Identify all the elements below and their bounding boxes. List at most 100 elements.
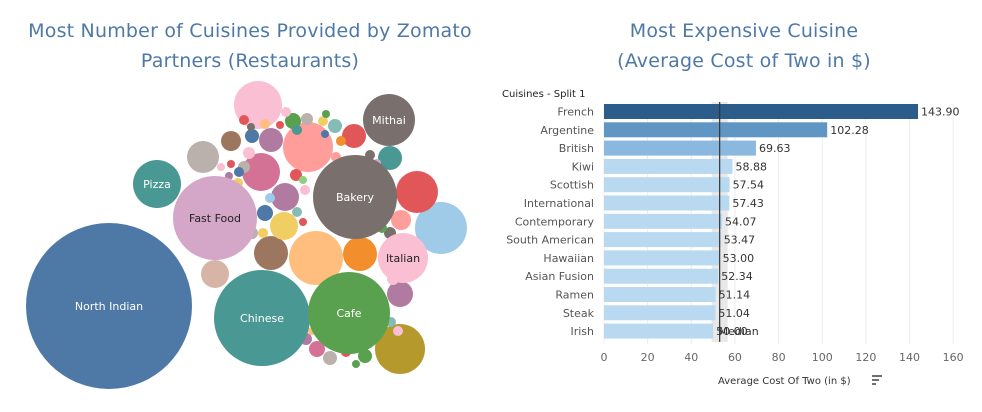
bubble-small-42 <box>292 207 302 217</box>
bar-international <box>604 195 730 211</box>
bubble-small-6 <box>242 153 280 191</box>
bubble-small-14 <box>342 124 366 148</box>
bubble-small-21 <box>257 205 273 221</box>
bubble-small-23 <box>323 351 337 365</box>
bubble-small-1 <box>415 202 467 254</box>
bubble-small-60 <box>276 121 284 129</box>
median-label: Median <box>719 325 759 338</box>
bubble-label-north-indian: North Indian <box>75 300 143 313</box>
bubble-small-58 <box>301 113 313 125</box>
bar-argentine <box>604 122 828 138</box>
value-label: 58.88 <box>735 160 767 173</box>
category-label: Scottish <box>550 179 594 192</box>
bubble-small-40 <box>290 169 302 181</box>
bubble-label-bakery: Bakery <box>336 191 375 204</box>
bar-chart-title: Most Expensive Cuisine (Average Cost of … <box>560 16 928 76</box>
x-tick-label: 120 <box>855 351 876 364</box>
bubble-small-9 <box>187 141 219 173</box>
bubble-small-22 <box>309 341 325 357</box>
bubble-small-11 <box>271 183 299 211</box>
bubble-small-41 <box>300 185 310 195</box>
bubble-small-45 <box>258 228 268 238</box>
value-label: 143.90 <box>921 106 960 119</box>
bubble-bakery <box>313 155 397 239</box>
bar-french <box>604 104 919 119</box>
value-label: 51.04 <box>718 307 750 320</box>
cuisine-split-header: Cuisines - Split 1 <box>502 89 585 100</box>
value-label: 53.47 <box>724 234 756 247</box>
bubble-label-cafe: Cafe <box>336 307 361 320</box>
bubble-small-31 <box>281 107 291 117</box>
category-label: Contemporary <box>515 215 595 228</box>
category-label: Irish <box>570 325 594 338</box>
bubble-small-4 <box>396 171 438 213</box>
value-label: 53.00 <box>723 252 755 265</box>
bubble-chinese <box>214 270 310 366</box>
bubble-small-3 <box>283 122 333 172</box>
bubble-small-26 <box>243 147 255 159</box>
value-label: 69.63 <box>759 142 791 155</box>
value-label: 51.14 <box>719 289 751 302</box>
bubble-pizza <box>133 160 181 208</box>
category-label: Hawaiian <box>543 252 594 265</box>
bubble-small-68 <box>265 193 275 203</box>
sort-icon[interactable] <box>872 375 882 385</box>
x-tick-label: 40 <box>684 351 698 364</box>
x-tick-label: 60 <box>728 351 742 364</box>
value-label: 57.43 <box>732 197 764 210</box>
bar-contemporary <box>604 213 722 229</box>
bubble-small-24 <box>358 349 372 363</box>
bubble-small-2 <box>289 231 343 285</box>
bubble-small-25 <box>245 129 259 143</box>
bar-asian-fusion <box>604 268 719 284</box>
bubble-small-20 <box>328 119 342 133</box>
bubble-small-5 <box>375 324 425 374</box>
bubble-small-27 <box>239 115 249 125</box>
bubble-label-fast-food: Fast Food <box>189 212 241 225</box>
bubble-label-italian: Italian <box>386 252 420 265</box>
bubble-small-57 <box>352 360 360 368</box>
bubble-small-61 <box>260 119 270 129</box>
bubble-label-pizza: Pizza <box>143 178 171 191</box>
bar-british <box>604 140 756 156</box>
value-label: 50.00 <box>716 325 748 338</box>
bubble-small-63 <box>321 130 329 138</box>
x-tick-label: 80 <box>772 351 786 364</box>
bar-hawaiian <box>604 250 720 266</box>
bar-kiwi <box>604 158 733 174</box>
bubble-small-59 <box>292 125 302 135</box>
bubble-chart-title-line-2: Partners (Restaurants) <box>140 50 360 72</box>
bubble-small-49 <box>227 160 235 168</box>
category-label: British <box>559 142 594 155</box>
category-label: Asian Fusion <box>525 270 594 283</box>
x-axis-title: Average Cost Of Two (in $) <box>718 376 851 387</box>
bubble-small-15 <box>378 146 402 170</box>
value-label: 57.54 <box>733 179 765 192</box>
bubble-small-53 <box>393 326 403 336</box>
bubble-chart-title-line-1: Most Number of Cuisines Provided by Zoma… <box>28 20 472 42</box>
bubble-north-indian <box>26 223 192 389</box>
median-band <box>711 102 728 342</box>
bubble-small-16 <box>391 210 411 230</box>
bubble-small-34 <box>336 136 346 146</box>
bubble-cafe <box>308 272 390 354</box>
bubble-small-32 <box>318 116 328 126</box>
bubble-small-13 <box>387 281 413 307</box>
bubble-small-33 <box>322 110 330 118</box>
bubble-small-62 <box>247 123 255 131</box>
category-label: Steak <box>563 307 595 320</box>
bubble-small-17 <box>259 128 283 152</box>
bubble-italian <box>378 233 428 283</box>
category-label: Argentine <box>540 124 594 137</box>
category-label: Kiwi <box>572 160 594 173</box>
x-tick-label: 160 <box>943 351 964 364</box>
x-tick-label: 140 <box>899 351 920 364</box>
bubble-small-43 <box>299 218 307 226</box>
bar-ramen <box>604 287 716 302</box>
bar-chart-title-line-1: Most Expensive Cuisine <box>629 20 859 42</box>
bubble-label-mithai: Mithai <box>372 114 406 127</box>
bubble-small-10 <box>343 237 377 271</box>
bar-chart-title-line-2: (Average Cost of Two in $) <box>617 50 871 72</box>
category-label: International <box>524 197 594 210</box>
category-label: French <box>557 106 594 119</box>
